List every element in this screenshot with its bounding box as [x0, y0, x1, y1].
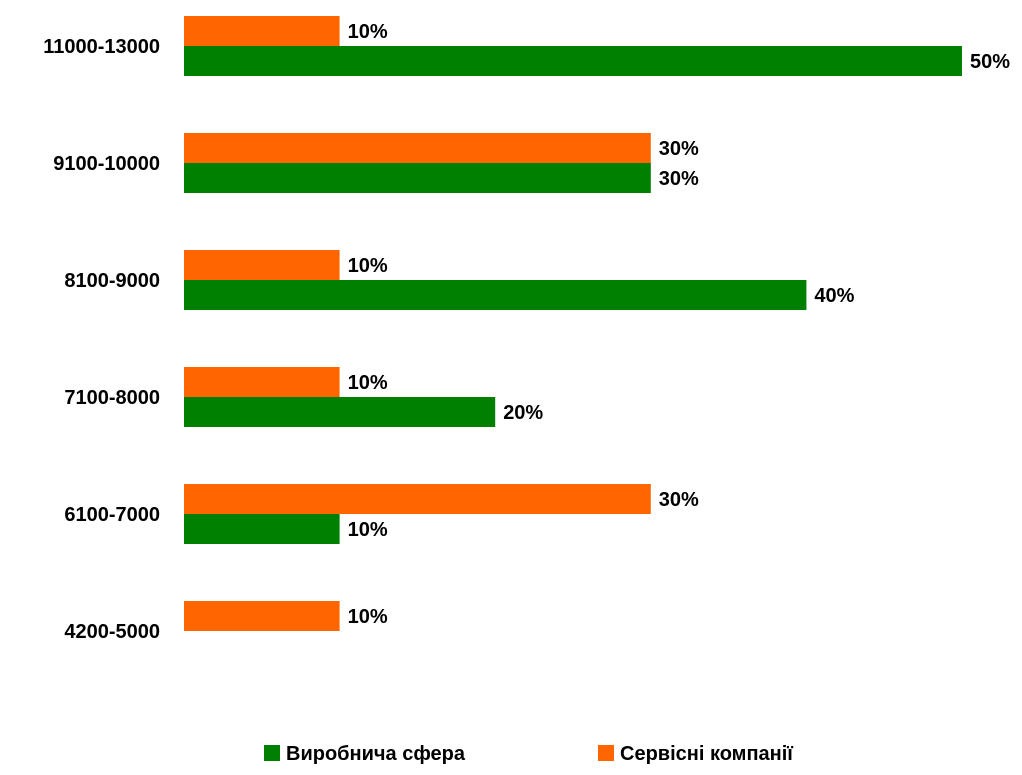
bars-layer: [184, 16, 962, 631]
data-label-service-6100-7000: 30%: [659, 489, 699, 511]
data-label-service-7100-8000: 10%: [348, 372, 388, 394]
bar-service-7100-8000: [184, 367, 340, 397]
category-label-4200-5000: 4200-5000: [64, 621, 160, 643]
bar-service-9100-10000: [184, 133, 651, 163]
bar-production-8100-9000: [184, 280, 807, 310]
legend-item-service: Сервісні компанії: [598, 743, 793, 765]
legend-label-production: Виробнича сфера: [286, 743, 466, 765]
category-label-9100-10000: 9100-10000: [53, 153, 160, 175]
data-label-production-6100-7000: 10%: [348, 519, 388, 541]
legend-swatch-production: [264, 745, 280, 761]
data-label-production-7100-8000: 20%: [503, 402, 543, 424]
data-label-service-4200-5000: 10%: [348, 606, 388, 628]
category-label-8100-9000: 8100-9000: [64, 270, 160, 292]
data-label-service-11000-13000: 10%: [348, 21, 388, 43]
legend-label-service: Сервісні компанії: [620, 743, 793, 765]
data-label-production-8100-9000: 40%: [814, 285, 854, 307]
labels-layer: 11000-13000 10% 50% 9100-10000 30% 30% 8100-90…: [43, 21, 1010, 643]
legend: Виробнича сфера Сервісні компанії: [264, 743, 793, 765]
bar-production-7100-8000: [184, 397, 496, 427]
bar-production-9100-10000: [184, 163, 651, 193]
bar-production-11000-13000: [184, 46, 962, 76]
category-label-11000-13000: 11000-13000: [43, 36, 160, 58]
bar-service-6100-7000: [184, 484, 651, 514]
category-label-6100-7000: 6100-7000: [64, 504, 160, 526]
category-label-7100-8000: 7100-8000: [64, 387, 160, 409]
bar-service-8100-9000: [184, 250, 340, 280]
bar-service-11000-13000: [184, 16, 340, 46]
data-label-production-11000-13000: 50%: [970, 51, 1010, 73]
data-label-production-9100-10000: 30%: [659, 168, 699, 190]
data-label-service-8100-9000: 10%: [348, 255, 388, 277]
bar-production-6100-7000: [184, 514, 340, 544]
legend-swatch-service: [598, 745, 614, 761]
bar-service-4200-5000: [184, 601, 340, 631]
data-label-service-9100-10000: 30%: [659, 138, 699, 160]
legend-item-production: Виробнича сфера: [264, 743, 466, 765]
